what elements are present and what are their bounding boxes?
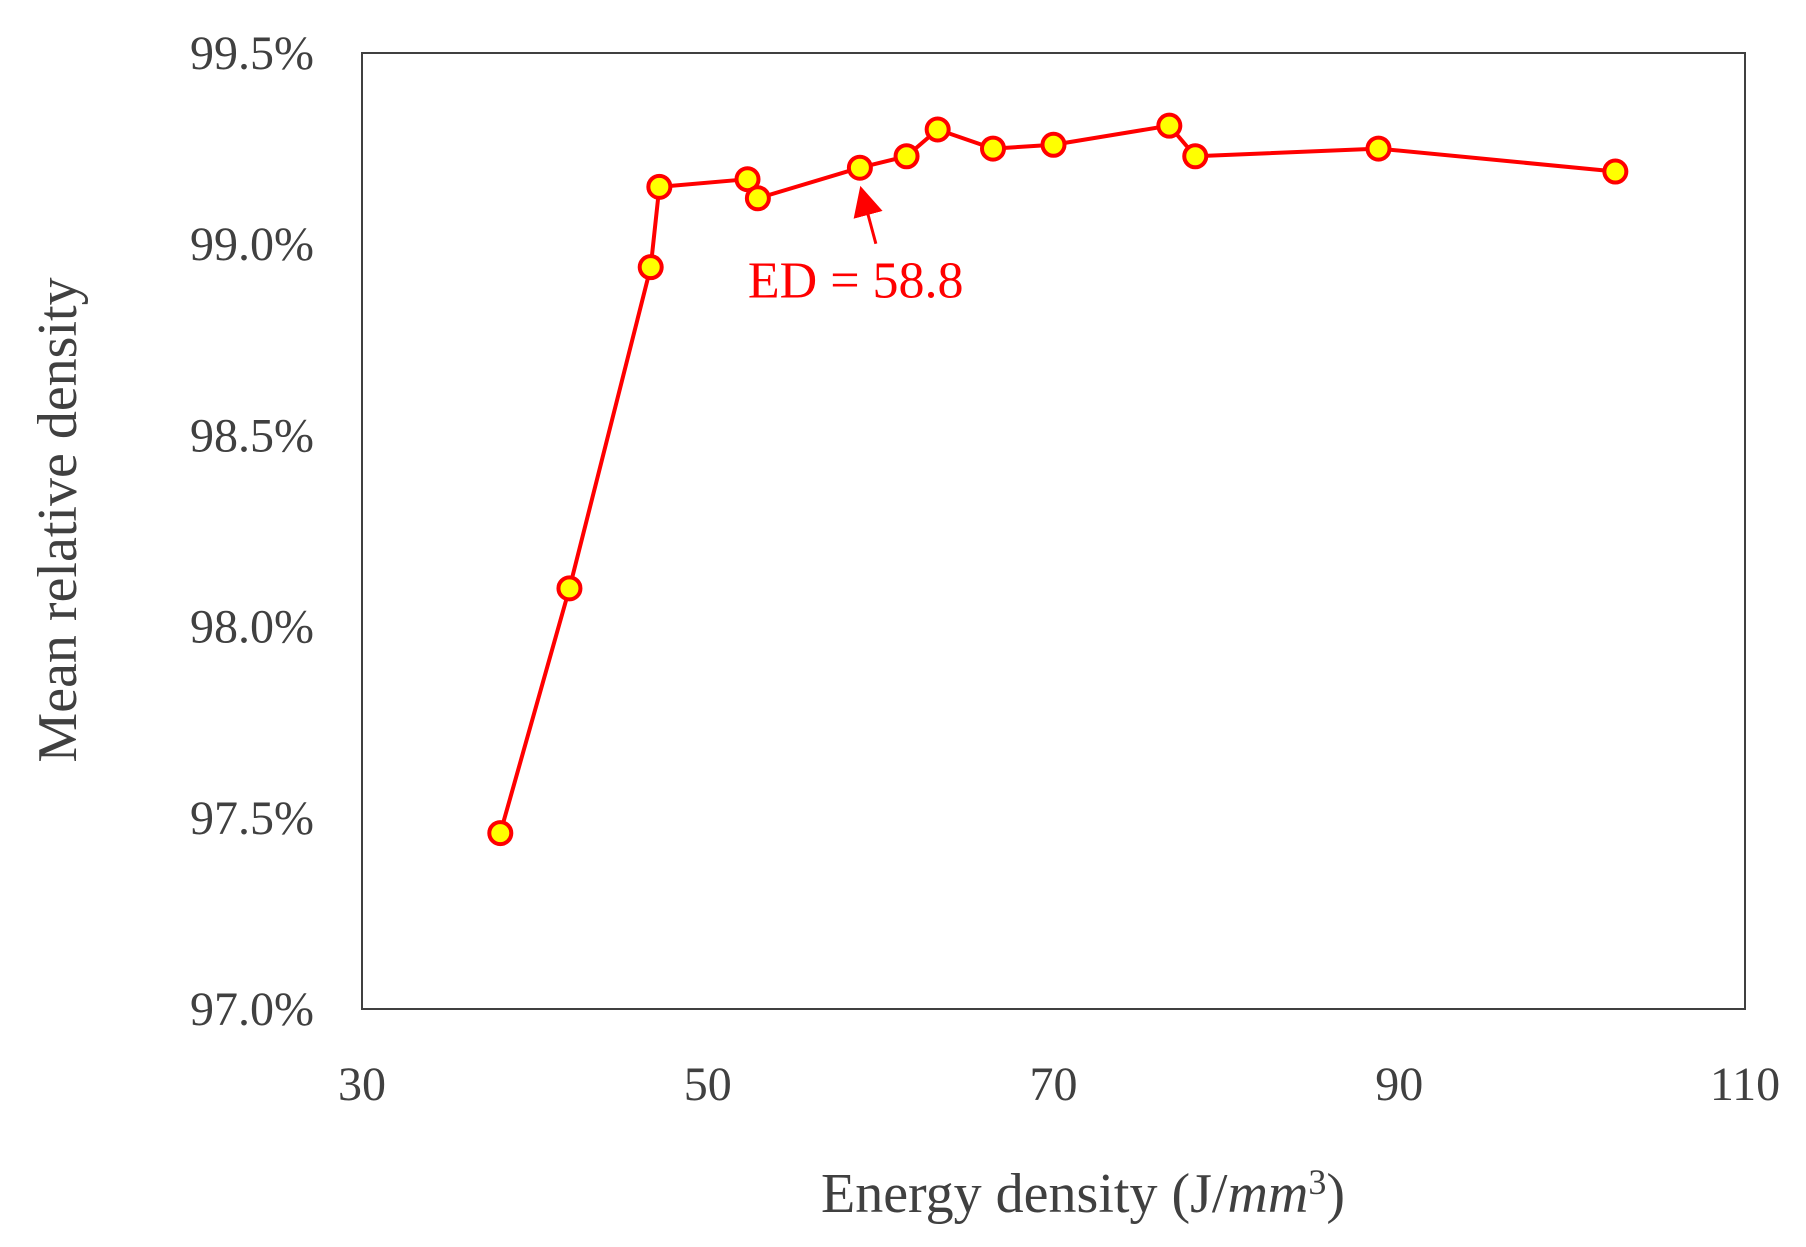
annotation-label: ED = 58.8 xyxy=(748,253,964,310)
y-tick-label: 98.5% xyxy=(190,409,314,462)
data-point xyxy=(487,820,514,847)
data-point xyxy=(893,143,920,170)
data-point xyxy=(1365,135,1392,162)
x-tick-label: 50 xyxy=(684,1058,732,1111)
x-tick-label: 30 xyxy=(338,1058,386,1111)
data-point xyxy=(1182,143,1209,170)
x-tick-label: 110 xyxy=(1710,1058,1780,1111)
data-point xyxy=(646,173,673,200)
data-point xyxy=(637,254,664,281)
data-point xyxy=(1602,158,1629,185)
data-point xyxy=(979,135,1006,162)
x-tick-label: 90 xyxy=(1375,1058,1423,1111)
series-line xyxy=(498,123,1618,836)
data-point xyxy=(1156,112,1183,139)
data-point xyxy=(556,575,583,602)
x-tick-label: 70 xyxy=(1030,1058,1078,1111)
data-point xyxy=(924,116,951,143)
data-points xyxy=(487,112,1629,847)
annotation-arrow xyxy=(853,185,883,245)
y-axis-ticks: 97.0% 97.5% 98.0% 98.5% 99.0% 99.5% xyxy=(190,27,314,1036)
data-point xyxy=(846,154,873,181)
data-point xyxy=(744,185,771,212)
data-point xyxy=(734,166,761,193)
y-tick-label: 98.0% xyxy=(190,601,314,654)
data-point xyxy=(1040,131,1067,158)
y-tick-label: 99.5% xyxy=(190,27,314,80)
y-tick-label: 97.5% xyxy=(190,792,314,845)
x-axis-ticks: 30 50 70 90 110 xyxy=(338,1058,1780,1111)
plot-area-frame xyxy=(361,52,1746,1010)
y-tick-label: 99.0% xyxy=(190,218,314,271)
annotation: ED = 58.8 xyxy=(748,185,964,310)
x-axis-label: Energy density (J/mm3) xyxy=(821,1162,1345,1225)
y-tick-label: 97.0% xyxy=(190,983,314,1036)
y-axis-label: Mean relative density xyxy=(27,277,89,762)
